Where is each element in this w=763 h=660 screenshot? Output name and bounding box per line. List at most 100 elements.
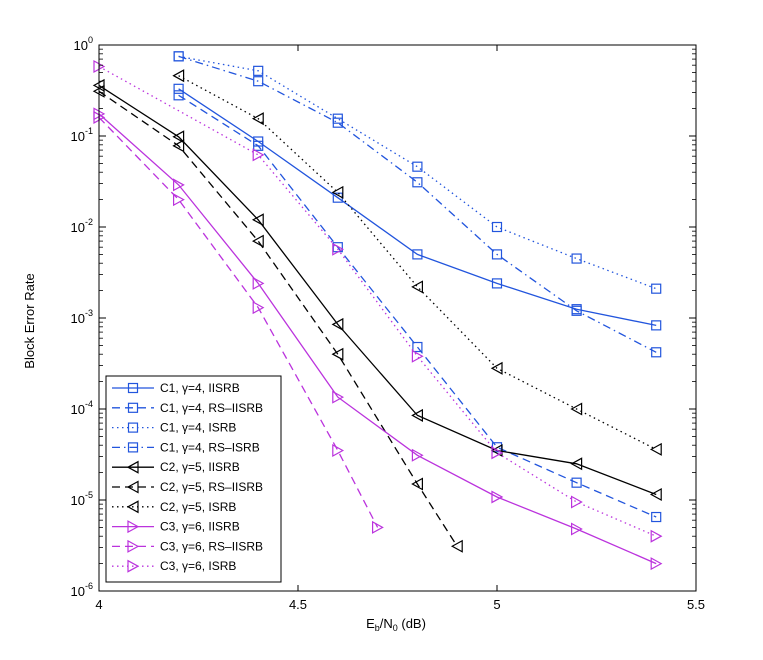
data-point xyxy=(651,283,662,294)
data-point xyxy=(172,139,185,153)
y-tick-label: 10-2 xyxy=(71,217,93,235)
data-point xyxy=(649,442,662,456)
legend-item: C2, γ=5, ISRB xyxy=(112,500,236,514)
data-point xyxy=(251,213,264,227)
x-tick-label: 5 xyxy=(493,597,500,612)
data-point xyxy=(173,178,185,192)
data-point xyxy=(412,177,423,188)
data-point xyxy=(651,320,662,331)
data-point xyxy=(252,276,265,290)
legend-label: C2, γ=5, RS–IISRB xyxy=(160,480,263,494)
data-point xyxy=(490,361,503,375)
series-line xyxy=(98,84,657,496)
legend-label: C2, γ=5, ISRB xyxy=(160,500,236,514)
legend: C1, γ=4, IISRB C1, γ=4, RS–IISRB C1, γ=4, … xyxy=(105,375,282,583)
data-point xyxy=(491,278,503,289)
x-axis-title-mid: /N xyxy=(380,616,393,631)
series-7 xyxy=(172,69,662,456)
y-axis-title: Block Error Rate xyxy=(22,273,37,368)
data-point xyxy=(450,539,463,553)
series-line xyxy=(178,75,657,450)
data-point xyxy=(570,402,583,416)
data-point xyxy=(253,76,264,87)
y-tick-label: 10-3 xyxy=(71,308,93,326)
data-point xyxy=(571,253,582,264)
x-tick-label: 4.5 xyxy=(289,597,307,612)
data-point xyxy=(173,193,185,207)
y-tick-label: 10-6 xyxy=(71,581,93,599)
x-axis-title-sub-0: 0 xyxy=(393,623,398,633)
data-point xyxy=(571,477,582,488)
data-point xyxy=(570,522,583,536)
series-4 xyxy=(173,51,662,358)
data-point xyxy=(490,443,503,458)
data-point xyxy=(411,408,423,422)
data-point xyxy=(570,457,583,471)
y-tick-label: 100 xyxy=(74,35,93,53)
legend-item: C3, γ=6, IISRB xyxy=(112,520,240,534)
data-point xyxy=(331,347,344,361)
data-point xyxy=(252,148,265,162)
data-point xyxy=(251,112,264,126)
legend-label: C1, γ=4, ISRB xyxy=(160,421,236,435)
data-point xyxy=(650,529,663,543)
legend-item: C1, γ=4, ISRB xyxy=(112,421,236,435)
data-point xyxy=(332,390,345,404)
legend-item: C3, γ=6, RS–IISRB xyxy=(112,539,263,553)
x-axis-title-main: E xyxy=(366,616,375,631)
legend-marker xyxy=(127,422,139,433)
legend-marker xyxy=(127,520,140,534)
data-point xyxy=(253,140,264,151)
data-point xyxy=(411,448,424,462)
legend-label: C3, γ=6, IISRB xyxy=(160,520,240,534)
legend-item: C2, γ=5, IISRB xyxy=(112,460,240,474)
data-point xyxy=(491,446,504,460)
x-axis-title-tail: (dB) xyxy=(398,616,426,631)
series-2 xyxy=(173,90,662,523)
data-point xyxy=(491,221,503,233)
series-line xyxy=(98,90,458,547)
data-point xyxy=(372,520,384,534)
legend-marker xyxy=(127,382,139,394)
data-point xyxy=(172,69,185,83)
legend-marker xyxy=(127,539,140,553)
data-point xyxy=(251,234,264,248)
x-tick-label: 5.5 xyxy=(687,597,705,612)
series-line xyxy=(98,113,657,565)
series-group xyxy=(92,51,663,571)
legend-label: C3, γ=6, RS–IISRB xyxy=(160,539,263,553)
series-line xyxy=(178,94,657,518)
data-point xyxy=(411,349,424,363)
y-tick-label: 10-4 xyxy=(71,399,93,417)
legend-marker xyxy=(126,500,139,514)
legend-marker xyxy=(126,460,139,474)
x-axis-title-sub-b: b xyxy=(375,623,380,633)
data-point xyxy=(331,317,344,331)
legend-marker xyxy=(126,480,139,494)
data-point xyxy=(651,347,662,358)
legend-marker xyxy=(127,442,139,453)
data-point xyxy=(331,185,344,199)
legend-item: C3, γ=6, ISRB xyxy=(112,559,236,573)
y-tick-label: 10-1 xyxy=(71,126,93,144)
data-point xyxy=(650,557,663,571)
legend-label: C1, γ=4, RS–ISRB xyxy=(160,440,260,454)
data-point xyxy=(332,117,343,128)
legend-item: C1, γ=4, RS–ISRB xyxy=(112,440,260,454)
data-point xyxy=(252,301,265,315)
legend-item: C1, γ=4, IISRB xyxy=(112,381,240,395)
legend-item: C1, γ=4, RS–IISRB xyxy=(112,401,263,415)
data-point xyxy=(491,490,504,504)
data-point xyxy=(649,487,662,501)
data-point xyxy=(571,305,582,316)
data-point xyxy=(412,161,423,172)
series-line xyxy=(98,116,379,528)
data-point xyxy=(412,249,423,260)
data-point xyxy=(491,249,503,260)
y-tick-label: 10-5 xyxy=(71,490,93,508)
data-point xyxy=(411,280,423,294)
data-point xyxy=(332,443,345,458)
data-point xyxy=(172,130,185,144)
data-point xyxy=(332,242,345,256)
data-point xyxy=(411,477,423,491)
